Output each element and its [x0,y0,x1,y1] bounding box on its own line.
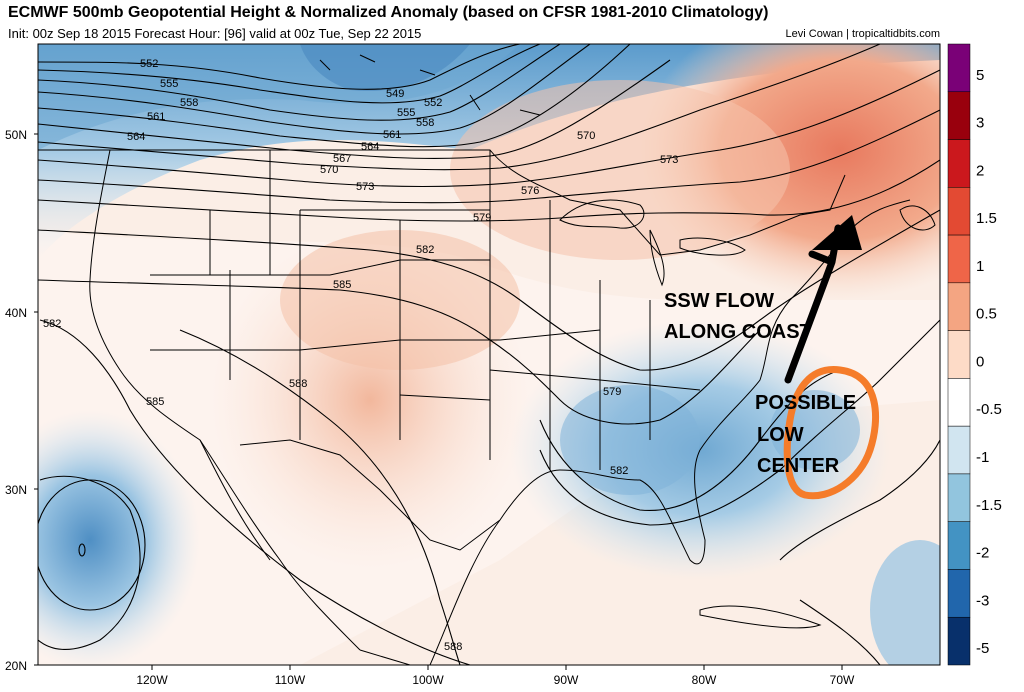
annotation-flow-line1: SSW FLOW [664,290,774,312]
colorbar-label: 5 [976,67,984,84]
colorbar-label: 3 [976,115,984,132]
annotation-flow-line2: ALONG COAST [664,321,812,343]
contour-label: 570 [577,130,595,142]
contour-label: 576 [521,185,539,197]
contour-label: 561 [147,111,165,123]
colorbar-segment [947,282,971,331]
contour-label: 579 [603,386,621,398]
colorbar-label: 1.5 [976,210,997,227]
contour-label: 564 [361,141,379,153]
contour-label: 585 [333,279,351,291]
annotation-low-line3: CENTER [757,455,840,477]
contour-label: 588 [444,641,462,653]
map-frame [37,43,941,666]
colorbar-segment [947,330,971,379]
contour-label: 564 [127,131,145,143]
lat-label: 20N [5,659,27,673]
colorbar-segment [947,425,971,475]
colorbar-label: 2 [976,162,984,179]
contour-label: 549 [386,88,404,100]
annotation-low-line2: LOW [757,424,804,446]
contour-label: 582 [416,244,434,256]
contour-labels: 552 555 558 561 564 549 552 555 558 561 … [43,58,678,653]
lon-label: 70W [830,673,855,687]
credit-text: Levi Cowan | tropicaltidbits.com [785,28,940,40]
lat-label: 40N [5,306,27,320]
forecaster-annotations: SSW FLOW ALONG COAST POSSIBLE LOW CENTER [664,215,879,500]
contour-label: 582 [43,318,61,330]
contour-label: 579 [473,212,491,224]
colorbar-label: 1 [976,258,984,275]
colorbar-label: -2 [976,545,989,562]
colorbar-segment [947,569,971,618]
colorbar-label: -1 [976,449,989,466]
colorbar: 5 3 2 1.5 1 0.5 0 -0.5 -1 -1.5 -2 -3 -5 [947,43,1002,666]
colorbar-segment [947,187,971,236]
contour-label: 558 [180,97,198,109]
contour-label: 555 [397,107,415,119]
contour-label: 567 [333,153,351,165]
contour-label: 552 [424,97,442,109]
colorbar-label: -1.5 [976,497,1002,514]
longitude-axis: 120W 110W 100W 90W 80W 70W [136,665,855,687]
low-center-circle [783,366,879,500]
height-contours [38,44,940,665]
contour-label: 552 [140,58,158,70]
latitude-axis: 50N 40N 30N 20N [5,128,38,673]
contour-label: 585 [146,396,164,408]
colorbar-segment [947,139,971,188]
lon-label: 90W [554,673,579,687]
colorbar-label: 0.5 [976,306,997,323]
colorbar-segment [947,43,971,93]
lat-label: 30N [5,483,27,497]
annotation-low-line1: POSSIBLE [755,392,856,414]
colorbar-label: -0.5 [976,401,1002,418]
flow-arrow-icon [784,215,862,384]
contour-label: 555 [160,78,178,90]
contour-label: 573 [356,181,374,193]
map-subtitle: Init: 00z Sep 18 2015 Forecast Hour: [96… [8,26,422,41]
contour-label: 588 [289,378,307,390]
contour-label: 570 [320,164,338,176]
colorbar-segment [947,616,971,666]
contour-label: 582 [610,465,628,477]
map-borders [38,54,936,665]
contour-label: 561 [383,129,401,141]
colorbar-label: 0 [976,353,984,370]
lon-label: 80W [692,673,717,687]
colorbar-segment [947,473,971,522]
colorbar-label: -5 [976,640,989,657]
map-title: ECMWF 500mb Geopotential Height & Normal… [8,4,769,21]
colorbar-segment [947,91,971,140]
colorbar-segment [947,521,971,570]
colorbar-label: -3 [976,592,989,609]
lon-label: 100W [412,673,444,687]
contour-label: 558 [416,117,434,129]
lon-label: 120W [136,673,168,687]
colorbar-segment [947,378,971,427]
lat-label: 50N [5,128,27,142]
contour-label: 573 [660,154,678,166]
lon-label: 110W [275,673,306,687]
colorbar-segment [947,234,971,284]
